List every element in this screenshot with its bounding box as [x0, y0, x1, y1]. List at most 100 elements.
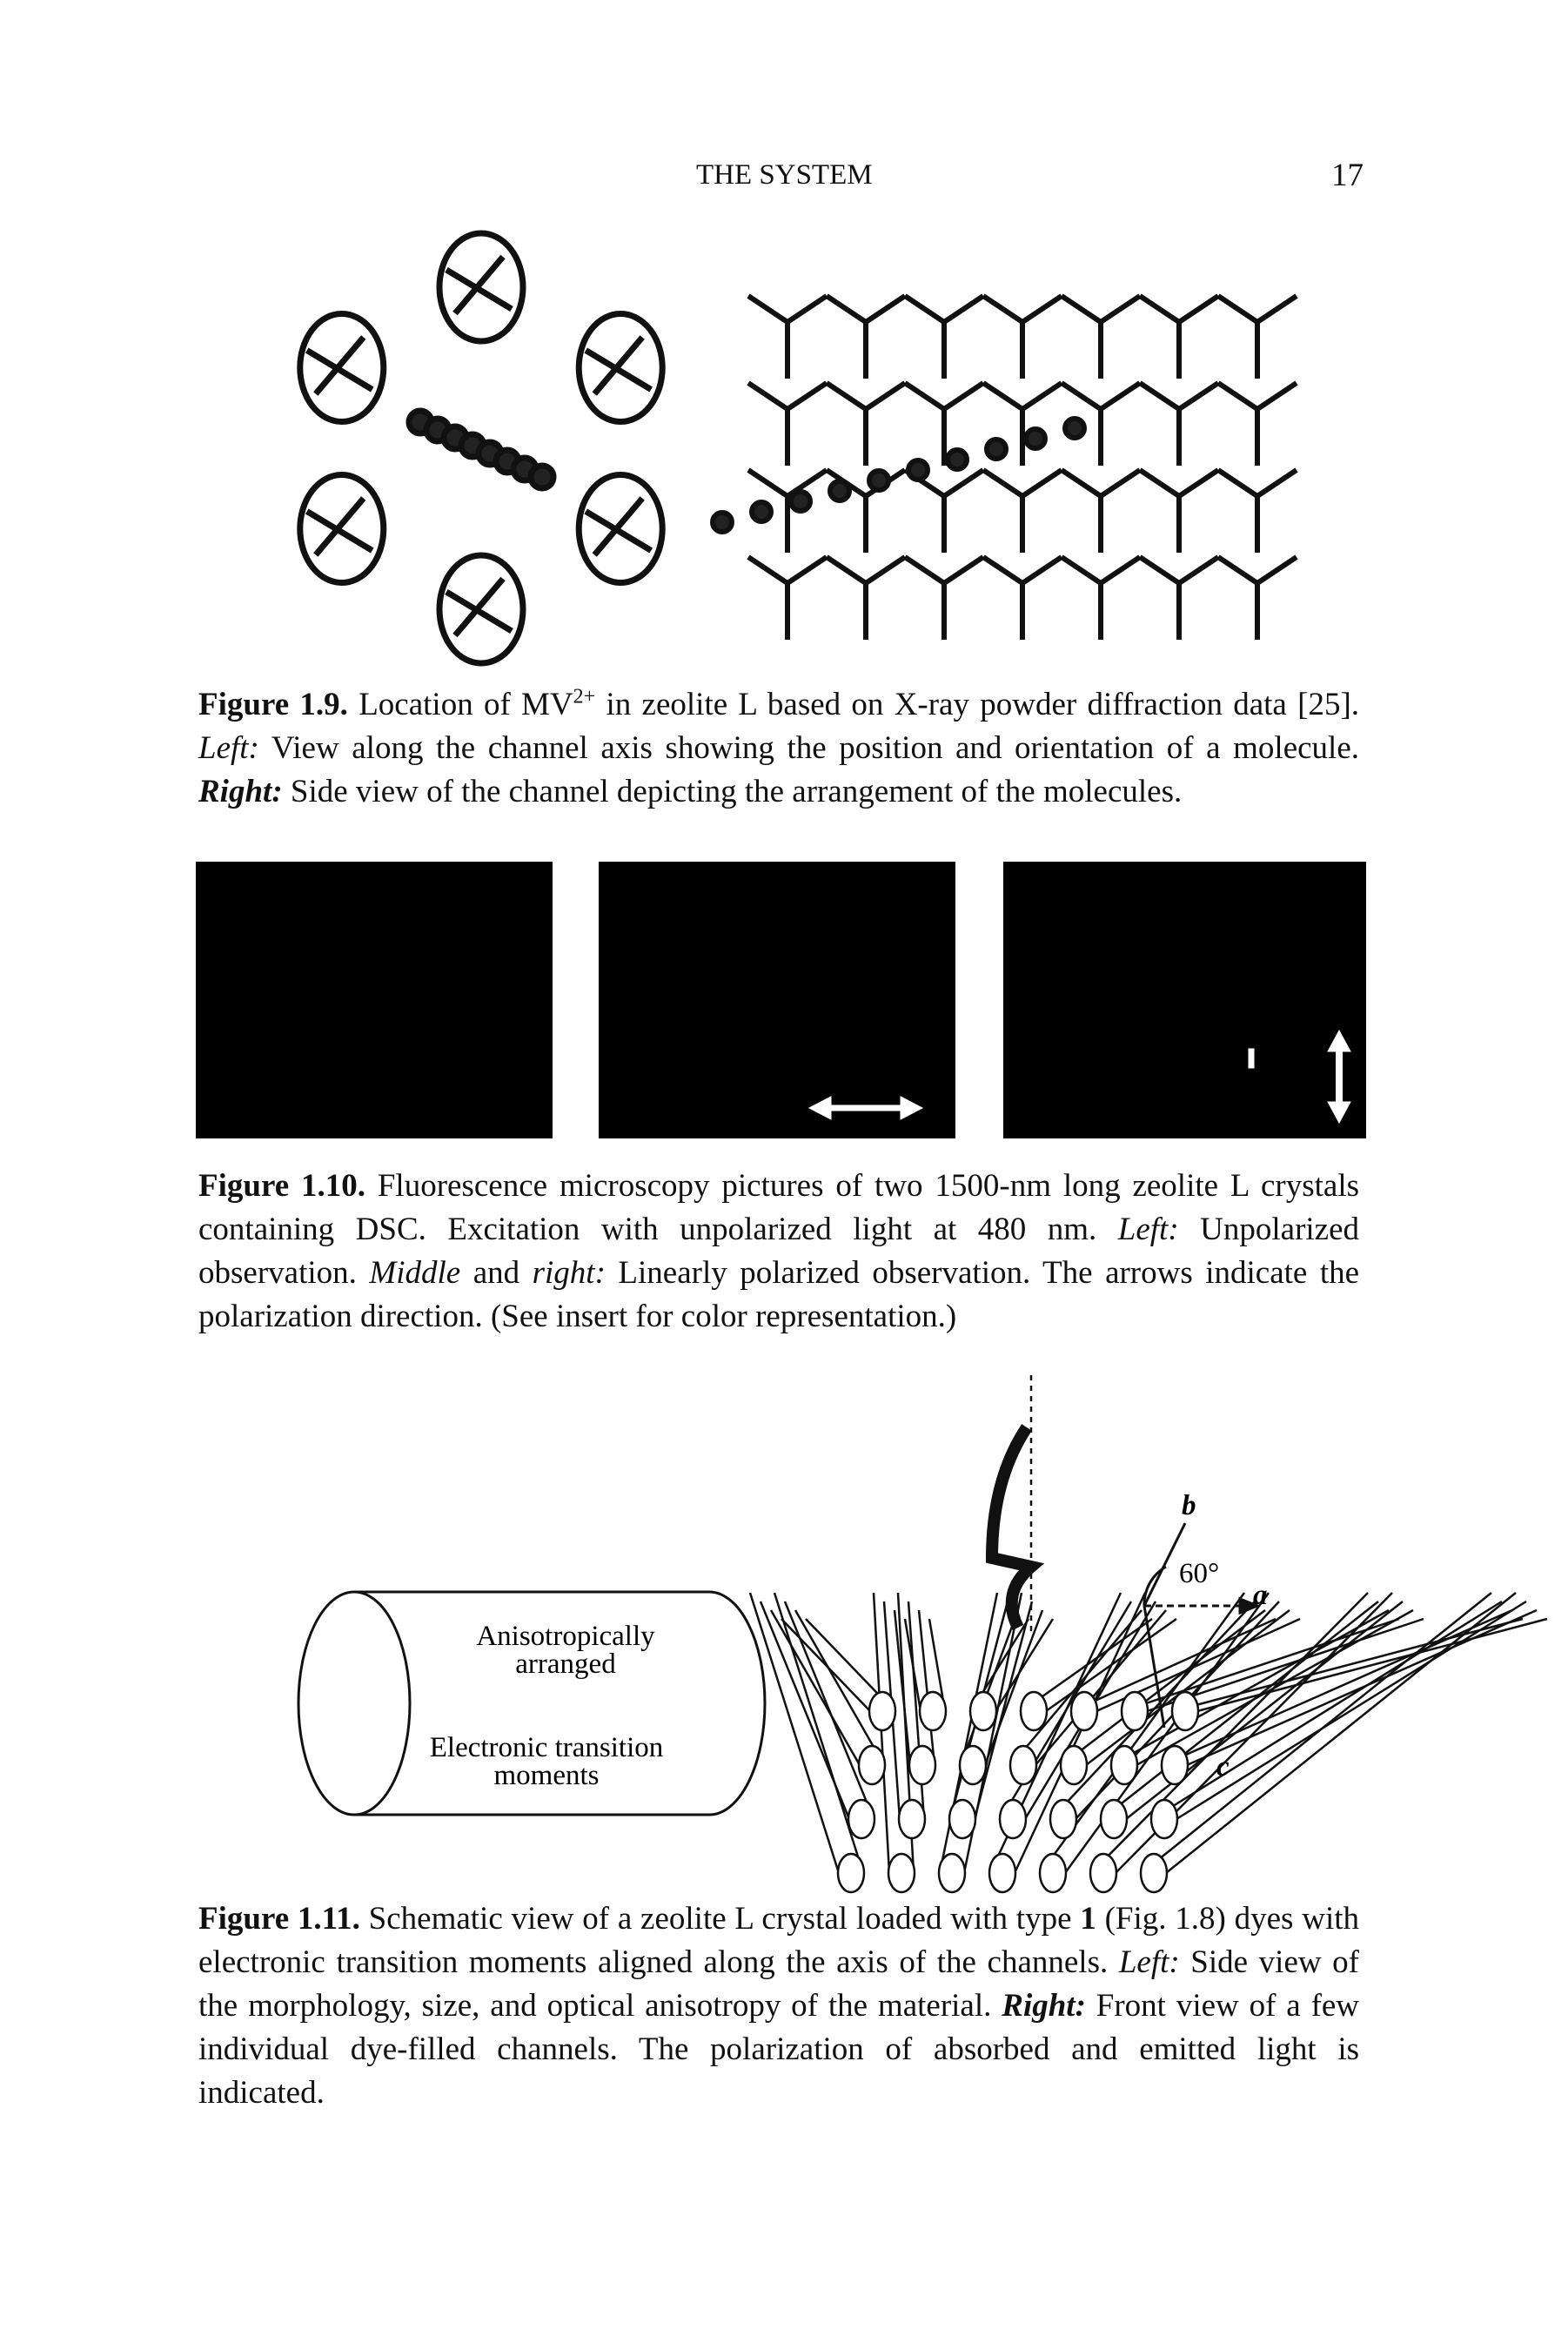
lattice-cell — [825, 293, 907, 379]
cylinder-labels: Anisotropically arranged Electronic tran… — [430, 1621, 664, 1791]
channel-edge — [773, 1592, 865, 1874]
axis-label: a — [1253, 1580, 1268, 1611]
axis-label: b — [1182, 1490, 1196, 1521]
caption-emphasis: Left: — [198, 730, 259, 766]
channel-edge — [1061, 1609, 1266, 1766]
lattice-cell — [1138, 293, 1220, 379]
lattice-cell — [1060, 380, 1142, 466]
axis-label: 60° — [1179, 1558, 1219, 1589]
atom — [749, 500, 774, 524]
channel-end — [1170, 1690, 1200, 1732]
ring-unit — [297, 472, 387, 586]
dye-channels — [748, 1375, 1548, 1894]
caption-text: Side view of the morphology, size, and o… — [198, 1944, 1360, 2024]
ring-unit — [436, 230, 526, 345]
page-number: 17 — [1331, 158, 1364, 193]
caption-label: Figure 1.11. — [198, 1901, 360, 1937]
micrograph-middle — [599, 862, 955, 1138]
channel-edge — [973, 1601, 1034, 1820]
lattice-cell — [982, 380, 1063, 466]
channel-edge — [1045, 1617, 1177, 1713]
molecule-ring-view — [297, 230, 666, 667]
caption-emphasis: Left: — [1118, 1944, 1180, 1980]
b-axis — [1142, 1522, 1187, 1607]
axes — [1142, 1522, 1262, 1729]
lattice-cell — [1138, 554, 1220, 640]
channel-edge — [1090, 1592, 1369, 1874]
caption-text: in zeolite L based on X-ray powder diffr… — [606, 687, 1360, 722]
channel-edge — [1111, 1608, 1390, 1767]
channel-end — [998, 1798, 1028, 1840]
ring-bond — [305, 496, 374, 557]
channel-end — [1008, 1744, 1038, 1786]
channel-edge — [893, 1609, 912, 1766]
label: Electronic transition — [430, 1732, 664, 1763]
channel-end — [1059, 1744, 1089, 1786]
channel-edge — [1071, 1617, 1277, 1713]
caption-emphasis: 1 — [1080, 1901, 1096, 1937]
caption-emphasis: right: — [532, 1255, 606, 1291]
channel-edge — [983, 1609, 1044, 1766]
channel-end — [1069, 1690, 1099, 1732]
ring-unit — [436, 552, 526, 667]
channel-end — [1139, 1852, 1169, 1894]
caption-emphasis: Right: — [1002, 1988, 1086, 2024]
label: Anisotropically — [476, 1621, 655, 1652]
lattice-cell — [1216, 554, 1298, 640]
arrow-head — [1238, 1596, 1262, 1615]
running-head: THE SYSTEM — [696, 159, 873, 191]
channel-edge — [1021, 1617, 1153, 1713]
lattice-cell — [982, 554, 1063, 640]
channel-edge — [781, 1618, 871, 1712]
channel-edge — [1172, 1617, 1524, 1713]
channel-end — [918, 1690, 948, 1732]
channel-end — [1099, 1798, 1129, 1840]
caption-text: Location of MV — [358, 687, 573, 722]
channel-edge — [928, 1618, 947, 1712]
lattice-cell — [982, 467, 1063, 553]
caption-label: Figure 1.9. — [198, 687, 348, 722]
superscript: 2+ — [573, 685, 596, 708]
channel-end — [897, 1798, 927, 1840]
caption-emphasis: Middle — [369, 1255, 461, 1291]
caption-emphasis: Left: — [1117, 1212, 1179, 1247]
channel-edge — [1196, 1617, 1548, 1713]
c-axis — [1142, 1605, 1166, 1729]
ring-bond — [584, 335, 653, 396]
caption-text: (Fig. 1.8) dyes with electronic transiti… — [198, 1901, 1359, 1980]
lattice-cell — [1060, 554, 1142, 640]
caption-text: Unpolarized observation. — [198, 1212, 1360, 1291]
channel-end — [1019, 1690, 1049, 1732]
channel-end — [1149, 1798, 1179, 1840]
lattice-cell — [1216, 293, 1298, 379]
atom — [828, 479, 852, 503]
lattice-cell — [903, 380, 985, 466]
arrow-head — [1327, 1029, 1351, 1052]
atom — [1023, 426, 1048, 451]
channel-end — [887, 1852, 916, 1894]
channel-edge — [1122, 1617, 1400, 1713]
channel-end — [958, 1744, 988, 1786]
channel-end — [1109, 1744, 1139, 1786]
atom — [788, 489, 813, 514]
cylinder-end — [708, 1590, 767, 1816]
channel-edge — [903, 1618, 922, 1712]
caption-text: Schematic view of a zeolite L crystal lo… — [368, 1901, 1072, 1937]
ring-bond — [584, 496, 653, 557]
channel-edge — [1101, 1601, 1379, 1820]
channel-end — [1049, 1798, 1078, 1840]
channel-edge — [872, 1592, 891, 1874]
caption-text: Side view of the channel depicting the a… — [290, 774, 1183, 809]
channel-edge — [959, 1609, 1020, 1766]
lattice-cell — [1138, 380, 1220, 466]
lattice-cell — [1216, 380, 1298, 466]
ring-bond — [445, 576, 513, 638]
label: moments — [494, 1760, 600, 1791]
channel-edge — [1050, 1601, 1256, 1820]
caption-text: View along the channel axis showing the … — [271, 730, 1359, 766]
lattice-cell — [1060, 293, 1142, 379]
channel-edge — [917, 1609, 936, 1766]
ring-unit — [297, 311, 387, 425]
